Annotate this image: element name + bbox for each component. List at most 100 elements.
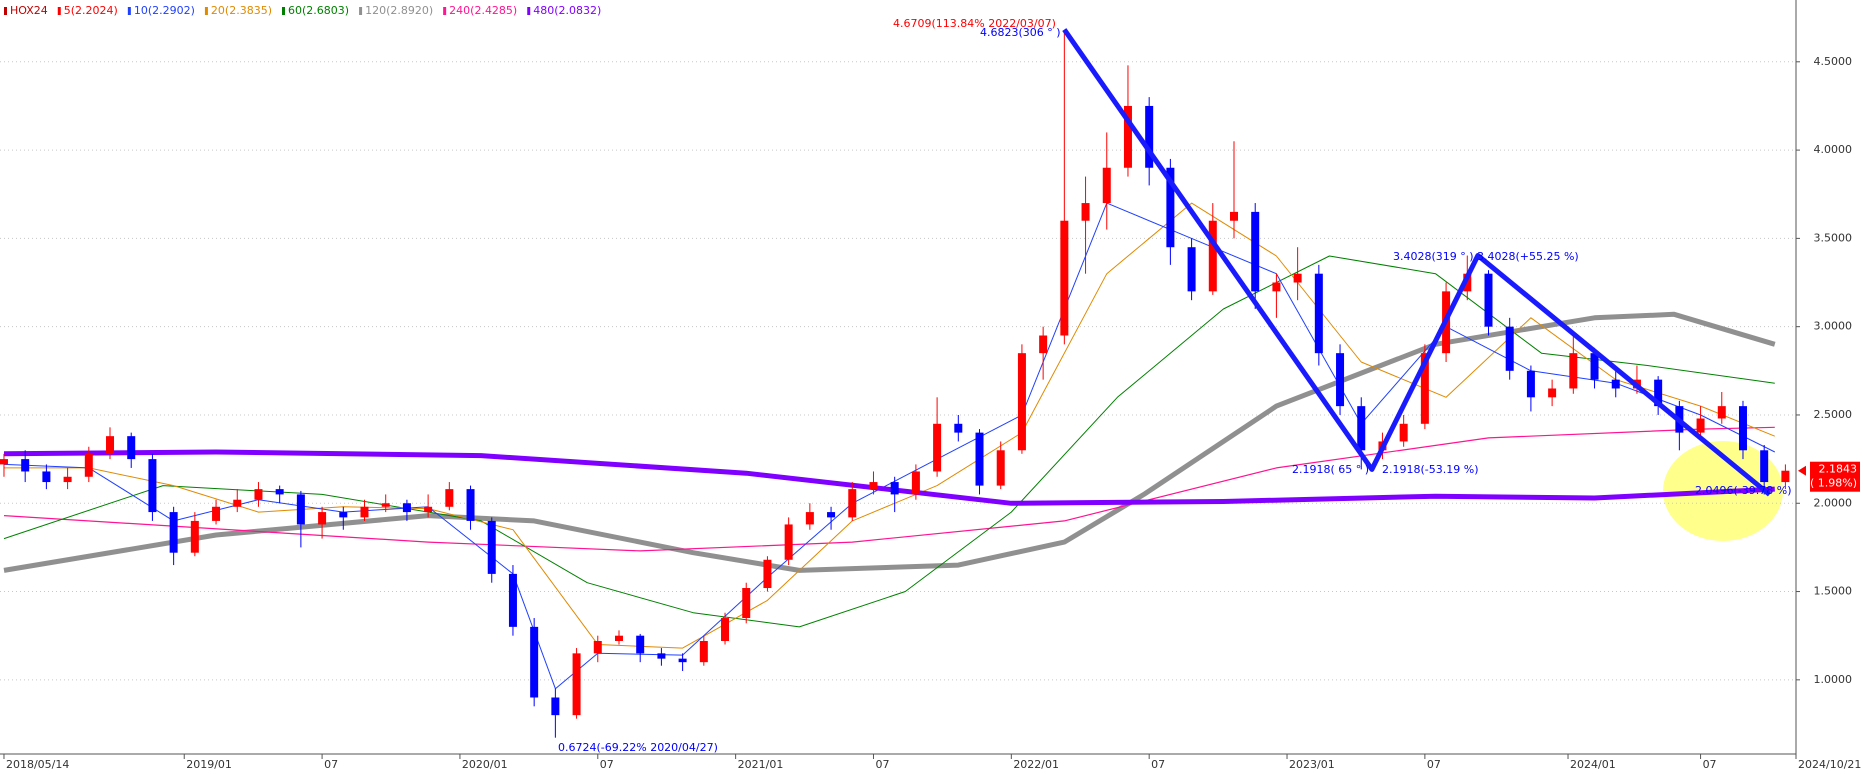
x-tick-label: 2024/01 — [1570, 758, 1616, 771]
candle-body — [1781, 470, 1790, 483]
x-tick-label: 2023/01 — [1289, 758, 1335, 771]
x-tick-label: 07 — [1151, 758, 1165, 771]
candle-body — [699, 640, 708, 663]
candle-body — [1060, 220, 1069, 336]
candle-body — [1251, 211, 1260, 292]
candle-body — [0, 459, 8, 465]
candle-body — [1569, 353, 1578, 389]
candle-body — [1187, 247, 1196, 292]
annotation: 2.1918(-53.19 %) — [1382, 463, 1478, 476]
candle-body — [190, 520, 199, 553]
price-tag-change: ( 1.98%) — [1810, 477, 1857, 490]
y-tick-label: 3.0000 — [1814, 320, 1853, 333]
candle-body — [1654, 379, 1663, 407]
legend-swatch — [443, 7, 447, 15]
candle-body — [106, 436, 115, 454]
legend-entry: 480(2.0832) — [533, 4, 601, 17]
candle-body — [1717, 406, 1726, 419]
candle-body — [1039, 335, 1048, 354]
candle-body — [275, 489, 284, 495]
candle-body — [1590, 353, 1599, 380]
candle-body — [1505, 326, 1514, 371]
candle-body — [1526, 370, 1535, 398]
candle-body — [614, 635, 623, 641]
candle-body — [360, 506, 369, 518]
candle-body — [254, 489, 263, 500]
candle-body — [1230, 211, 1239, 221]
candle-body — [466, 489, 475, 521]
annotation: 4.6823(306 ° ) — [980, 26, 1061, 39]
x-tick-label: 07 — [1703, 758, 1717, 771]
annotation: 2.0496(-39.78 %) — [1695, 484, 1791, 497]
x-tick-label: 2018/05/14 — [6, 758, 69, 771]
legend-entry: 10(2.2902) — [134, 4, 195, 17]
candle-body — [318, 512, 327, 525]
price-tag — [1810, 461, 1860, 492]
candle-body — [911, 471, 920, 495]
candle-body — [487, 520, 496, 574]
candle-body — [678, 658, 687, 663]
candle-body — [954, 423, 963, 433]
candle-body — [1123, 105, 1132, 168]
candle-body — [1272, 282, 1281, 292]
y-tick-label: 4.5000 — [1814, 55, 1853, 68]
legend-swatch — [359, 7, 363, 15]
candle-body — [212, 506, 221, 521]
candle-body — [848, 489, 857, 518]
candle-body — [63, 476, 72, 483]
legend-swatch — [127, 7, 131, 15]
x-tick-label: 07 — [600, 758, 614, 771]
candle-body — [869, 482, 878, 490]
candle-body — [572, 653, 581, 716]
candle-body — [1293, 273, 1302, 283]
candle-body — [21, 459, 30, 472]
moving-average — [3, 311, 1776, 573]
candle-body — [996, 450, 1005, 486]
annotation: 0.6724(-69.22% 2020/04/27) — [558, 741, 718, 754]
candle-body — [1420, 353, 1429, 424]
legend-swatch — [204, 7, 208, 15]
trend-zigzag — [1062, 28, 1772, 497]
candle-body — [933, 423, 942, 472]
candle-body — [593, 640, 602, 654]
price-pointer — [1798, 465, 1806, 476]
y-tick-label: 2.0000 — [1814, 496, 1853, 509]
legend-entry: 60(2.6803) — [288, 4, 349, 17]
candle-body — [1017, 353, 1026, 451]
candle-body — [402, 503, 411, 513]
y-tick-label: 3.5000 — [1814, 231, 1853, 244]
annotation: 3.4028(+55.25 %) — [1477, 250, 1579, 263]
candle-body — [1548, 388, 1557, 398]
candle-body — [148, 459, 157, 513]
candle-body — [827, 512, 836, 518]
x-tick-label: 2021/01 — [738, 758, 784, 771]
legend-entry: HOX24 — [10, 4, 48, 17]
price-tag-label: 2.1843 — [1819, 463, 1858, 476]
candle-body — [296, 494, 305, 525]
legend-entry: 120(2.8920) — [365, 4, 433, 17]
legend-swatch — [4, 7, 7, 15]
candle-body — [657, 653, 666, 659]
candle-body — [763, 559, 772, 589]
candle-body — [42, 471, 51, 483]
candle-body — [127, 436, 136, 460]
candle-body — [1760, 450, 1769, 483]
moving-average — [3, 426, 1775, 552]
legend-swatch — [527, 7, 531, 15]
candle-body — [339, 512, 348, 518]
y-tick-label: 1.5000 — [1814, 585, 1853, 598]
legend-entry: 20(2.3835) — [211, 4, 272, 17]
x-tick-label: 2022/01 — [1013, 758, 1059, 771]
candle-body — [508, 573, 517, 627]
candle-body — [1696, 418, 1705, 433]
candle-body — [890, 482, 899, 495]
legend-swatch — [57, 7, 61, 15]
candle-body — [1166, 167, 1175, 248]
annotation: 2.1918( 65 ° ) — [1292, 463, 1369, 476]
candle-body — [84, 453, 93, 477]
legend-entry: 240(2.4285) — [449, 4, 517, 17]
x-tick-label: 07 — [324, 758, 338, 771]
candle-body — [975, 432, 984, 486]
